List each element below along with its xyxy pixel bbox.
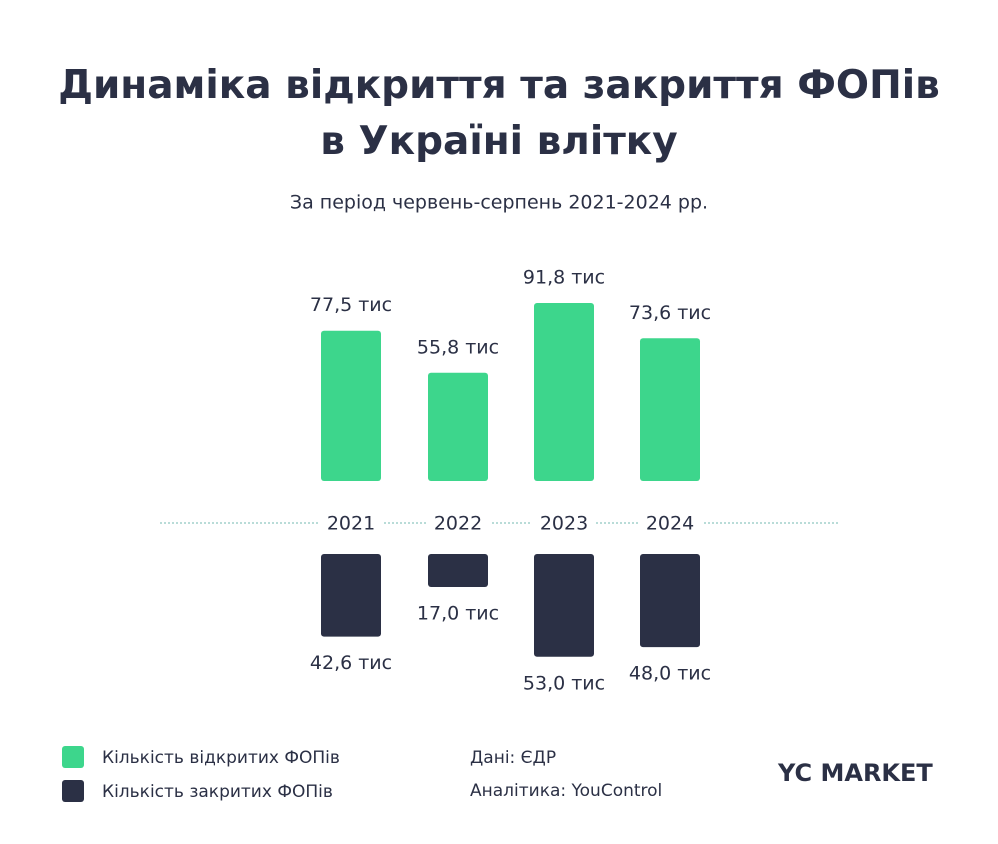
- value-label: 48,0 тис: [629, 663, 711, 685]
- legend-label: Кількість відкритих ФОПів: [102, 748, 340, 768]
- analytics-note: Аналітика: YouControl: [470, 781, 662, 801]
- bar-closed: [640, 554, 700, 648]
- value-label: 91,8 тис: [523, 267, 605, 289]
- bar-opened: [428, 372, 488, 481]
- value-label: 17,0 тис: [417, 602, 499, 624]
- value-label: 77,5 тис: [310, 294, 392, 316]
- bar-closed: [428, 554, 488, 587]
- value-label: 73,6 тис: [629, 302, 711, 324]
- year-label-bg: [532, 510, 596, 536]
- bar-opened: [534, 303, 594, 481]
- year-label-bg: [426, 510, 490, 536]
- chart-title: Динаміка відкриття та закриття ФОПів в У…: [58, 63, 940, 164]
- bar-opened: [640, 338, 700, 481]
- brand-logo: YC MARKET: [777, 759, 933, 787]
- bar-closed: [321, 554, 381, 637]
- year-label-bg: [319, 510, 383, 536]
- value-label: 53,0 тис: [523, 672, 605, 694]
- x-tick-label: 2022: [434, 513, 482, 535]
- x-tick-label: 2024: [646, 513, 694, 535]
- bar-opened: [321, 330, 381, 481]
- legend-swatch: [62, 780, 84, 802]
- bar-closed: [534, 554, 594, 657]
- legend-label: Кількість закритих ФОПів: [102, 782, 333, 802]
- source-note: Дані: ЄДР: [470, 748, 556, 768]
- x-tick-label: 2023: [540, 513, 588, 535]
- chart-subtitle: За період червень-серпень 2021-2024 рр.: [290, 192, 708, 214]
- year-label-bg: [638, 510, 702, 536]
- legend-swatch: [62, 746, 84, 768]
- x-tick-label: 2021: [327, 513, 375, 535]
- value-label: 55,8 тис: [417, 336, 499, 358]
- value-label: 42,6 тис: [310, 652, 392, 674]
